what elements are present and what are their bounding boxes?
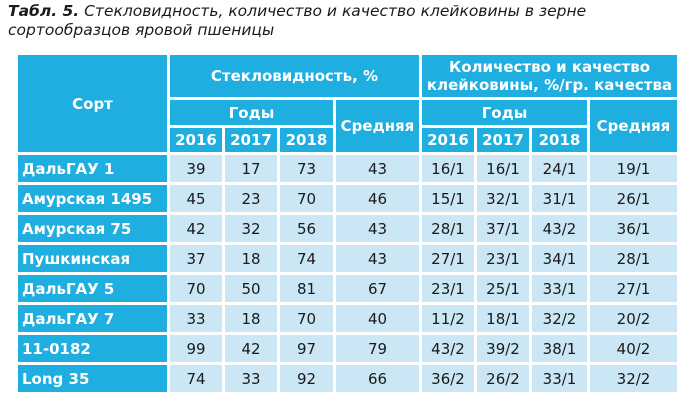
gluten-cell: 15/1: [422, 185, 477, 215]
gluten-cell: 16/1: [477, 155, 532, 185]
caption-label: Табл. 5.: [8, 2, 80, 20]
table-row: ДальГАУ 5 70 50 81 67 23/1 25/1 33/1 27/1: [18, 275, 680, 305]
header-mean-gluten: Средняя: [590, 100, 680, 155]
table-row: ДальГАУ 7 33 18 70 40 11/2 18/1 32/2 20/2: [18, 305, 680, 335]
gluten-mean-cell: 32/2: [590, 365, 680, 395]
gluten-mean-cell: 19/1: [590, 155, 680, 185]
gluten-cell: 16/1: [422, 155, 477, 185]
gluten-mean-cell: 40/2: [590, 335, 680, 365]
vitreousness-cell: 81: [280, 275, 336, 305]
caption-text: Стекловидность, количество и качество кл…: [8, 2, 587, 39]
vitreousness-cell: 50: [225, 275, 280, 305]
header-year-2016-v: 2016: [170, 128, 225, 155]
gluten-cell: 27/1: [422, 245, 477, 275]
header-variety: Сорт: [18, 55, 170, 155]
header-year-2017-v: 2017: [225, 128, 280, 155]
header-year-2017-g: 2017: [477, 128, 532, 155]
vitreousness-cell: 42: [225, 335, 280, 365]
vitreousness-cell: 33: [225, 365, 280, 395]
vitreousness-cell: 32: [225, 215, 280, 245]
gluten-cell: 32/2: [532, 305, 590, 335]
variety-name: ДальГАУ 7: [18, 305, 170, 335]
table-caption: Табл. 5. Стекловидность, количество и ка…: [8, 2, 694, 40]
table-row: 11-0182 99 42 97 79 43/2 39/2 38/1 40/2: [18, 335, 680, 365]
gluten-cell: 18/1: [477, 305, 532, 335]
gluten-cell: 43/2: [422, 335, 477, 365]
variety-name: 11-0182: [18, 335, 170, 365]
vitreousness-cell: 56: [280, 215, 336, 245]
gluten-mean-cell: 36/1: [590, 215, 680, 245]
gluten-cell: 23/1: [422, 275, 477, 305]
variety-name: ДальГАУ 5: [18, 275, 170, 305]
header-year-2018-v: 2018: [280, 128, 336, 155]
gluten-mean-cell: 27/1: [590, 275, 680, 305]
header-years-vitreousness: Годы: [170, 100, 336, 128]
gluten-cell: 25/1: [477, 275, 532, 305]
gluten-cell: 38/1: [532, 335, 590, 365]
table-row: Амурская 1495 45 23 70 46 15/1 32/1 31/1 26/1: [18, 185, 680, 215]
vitreousness-cell: 73: [280, 155, 336, 185]
table-row: Long 35 74 33 92 66 36/2 26/2 33/1 32/2: [18, 365, 680, 395]
variety-name: Пушкинская: [18, 245, 170, 275]
data-table: Сорт Стекловидность, % Количество и каче…: [18, 55, 680, 395]
gluten-cell: 11/2: [422, 305, 477, 335]
gluten-mean-cell: 26/1: [590, 185, 680, 215]
vitreousness-cell: 23: [225, 185, 280, 215]
vitreousness-mean-cell: 79: [336, 335, 422, 365]
gluten-cell: 26/2: [477, 365, 532, 395]
vitreousness-cell: 74: [280, 245, 336, 275]
header-mean-vitreousness: Средняя: [336, 100, 422, 155]
table-row: Пушкинская 37 18 74 43 27/1 23/1 34/1 28/1: [18, 245, 680, 275]
vitreousness-cell: 18: [225, 245, 280, 275]
vitreousness-mean-cell: 46: [336, 185, 422, 215]
gluten-cell: 24/1: [532, 155, 590, 185]
vitreousness-cell: 97: [280, 335, 336, 365]
vitreousness-cell: 92: [280, 365, 336, 395]
vitreousness-mean-cell: 43: [336, 215, 422, 245]
header-vitreousness: Стекловидность, %: [170, 55, 422, 100]
gluten-cell: 34/1: [532, 245, 590, 275]
gluten-cell: 33/1: [532, 275, 590, 305]
vitreousness-cell: 33: [170, 305, 225, 335]
vitreousness-cell: 70: [280, 305, 336, 335]
vitreousness-cell: 17: [225, 155, 280, 185]
vitreousness-cell: 18: [225, 305, 280, 335]
header-gluten: Количество и качество клейковины, %/гр. …: [422, 55, 680, 100]
variety-name: Амурская 75: [18, 215, 170, 245]
gluten-cell: 32/1: [477, 185, 532, 215]
gluten-mean-cell: 28/1: [590, 245, 680, 275]
table-row: ДальГАУ 1 39 17 73 43 16/1 16/1 24/1 19/1: [18, 155, 680, 185]
gluten-cell: 39/2: [477, 335, 532, 365]
variety-name: Амурская 1495: [18, 185, 170, 215]
gluten-cell: 37/1: [477, 215, 532, 245]
vitreousness-mean-cell: 40: [336, 305, 422, 335]
header-years-gluten: Годы: [422, 100, 590, 128]
vitreousness-cell: 45: [170, 185, 225, 215]
vitreousness-cell: 70: [280, 185, 336, 215]
vitreousness-cell: 99: [170, 335, 225, 365]
vitreousness-mean-cell: 43: [336, 245, 422, 275]
header-year-2018-g: 2018: [532, 128, 590, 155]
gluten-mean-cell: 20/2: [590, 305, 680, 335]
gluten-cell: 36/2: [422, 365, 477, 395]
variety-name: Long 35: [18, 365, 170, 395]
header-year-2016-g: 2016: [422, 128, 477, 155]
vitreousness-mean-cell: 67: [336, 275, 422, 305]
vitreousness-cell: 74: [170, 365, 225, 395]
gluten-cell: 31/1: [532, 185, 590, 215]
gluten-cell: 43/2: [532, 215, 590, 245]
vitreousness-mean-cell: 43: [336, 155, 422, 185]
vitreousness-cell: 70: [170, 275, 225, 305]
gluten-cell: 33/1: [532, 365, 590, 395]
vitreousness-cell: 39: [170, 155, 225, 185]
vitreousness-mean-cell: 66: [336, 365, 422, 395]
table-row: Амурская 75 42 32 56 43 28/1 37/1 43/2 36/1: [18, 215, 680, 245]
variety-name: ДальГАУ 1: [18, 155, 170, 185]
vitreousness-cell: 37: [170, 245, 225, 275]
gluten-cell: 23/1: [477, 245, 532, 275]
vitreousness-cell: 42: [170, 215, 225, 245]
gluten-cell: 28/1: [422, 215, 477, 245]
